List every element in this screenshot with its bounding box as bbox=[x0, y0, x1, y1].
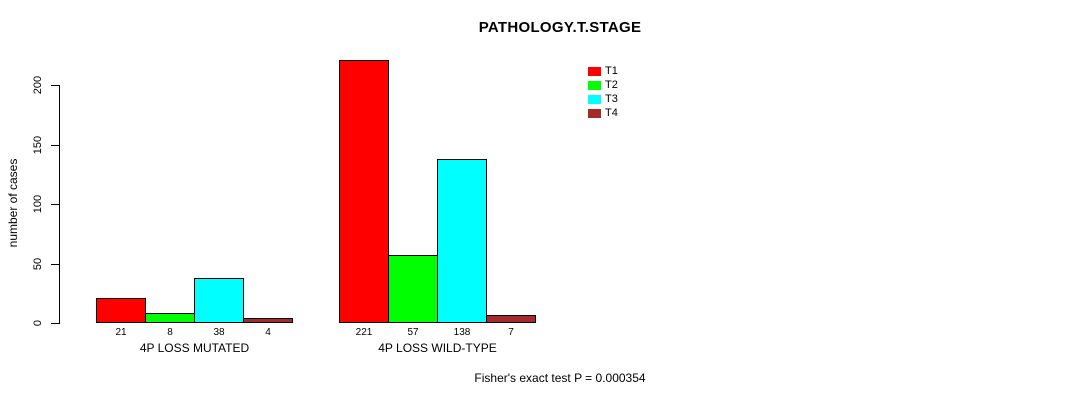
y-axis-label: number of cases bbox=[6, 158, 20, 248]
bar-t4-1 bbox=[243, 318, 293, 323]
legend-label-t2: T2 bbox=[605, 79, 618, 91]
bar-t2-1 bbox=[145, 313, 195, 323]
bar-value-label: 7 bbox=[508, 327, 514, 338]
bar-t3-2 bbox=[437, 159, 487, 323]
y-axis-tick bbox=[51, 145, 59, 146]
group-label: 4P LOSS WILD-TYPE bbox=[378, 341, 497, 355]
y-axis-tick bbox=[51, 204, 59, 205]
y-axis-line bbox=[59, 85, 60, 324]
legend-label-t3: T3 bbox=[605, 93, 618, 105]
legend-swatch-t1 bbox=[588, 67, 601, 76]
bar-t1-2 bbox=[339, 60, 389, 323]
bar-value-label: 221 bbox=[355, 327, 373, 338]
bar-t4-2 bbox=[486, 315, 536, 323]
y-axis-tick-label: 50 bbox=[32, 257, 44, 271]
bar-value-label: 21 bbox=[115, 327, 127, 338]
y-axis-tick bbox=[51, 323, 59, 324]
bar-value-label: 138 bbox=[453, 327, 471, 338]
y-axis-tick-label: 200 bbox=[32, 75, 44, 95]
legend-label-t1: T1 bbox=[605, 65, 618, 77]
legend-label-t4: T4 bbox=[605, 107, 618, 119]
bar-t1-1 bbox=[96, 298, 146, 323]
y-axis-tick-label: 150 bbox=[32, 135, 44, 155]
bar-value-label: 57 bbox=[407, 327, 419, 338]
chart-title: PATHOLOGY.T.STAGE bbox=[478, 19, 642, 36]
bar-value-label: 38 bbox=[213, 327, 225, 338]
y-axis-tick-label: 0 bbox=[32, 319, 44, 327]
group-label: 4P LOSS MUTATED bbox=[139, 341, 250, 355]
legend-swatch-t2 bbox=[588, 81, 601, 90]
fisher-test-annotation: Fisher's exact test P = 0.000354 bbox=[474, 371, 646, 385]
bar-value-label: 4 bbox=[265, 327, 271, 338]
y-axis-tick-label: 100 bbox=[32, 194, 44, 214]
bar-value-label: 8 bbox=[167, 327, 173, 338]
bar-t2-2 bbox=[388, 255, 438, 323]
legend-swatch-t3 bbox=[588, 95, 601, 104]
bar-t3-1 bbox=[194, 278, 244, 323]
y-axis-tick bbox=[51, 264, 59, 265]
y-axis-tick bbox=[51, 85, 59, 86]
legend-swatch-t4 bbox=[588, 109, 601, 118]
